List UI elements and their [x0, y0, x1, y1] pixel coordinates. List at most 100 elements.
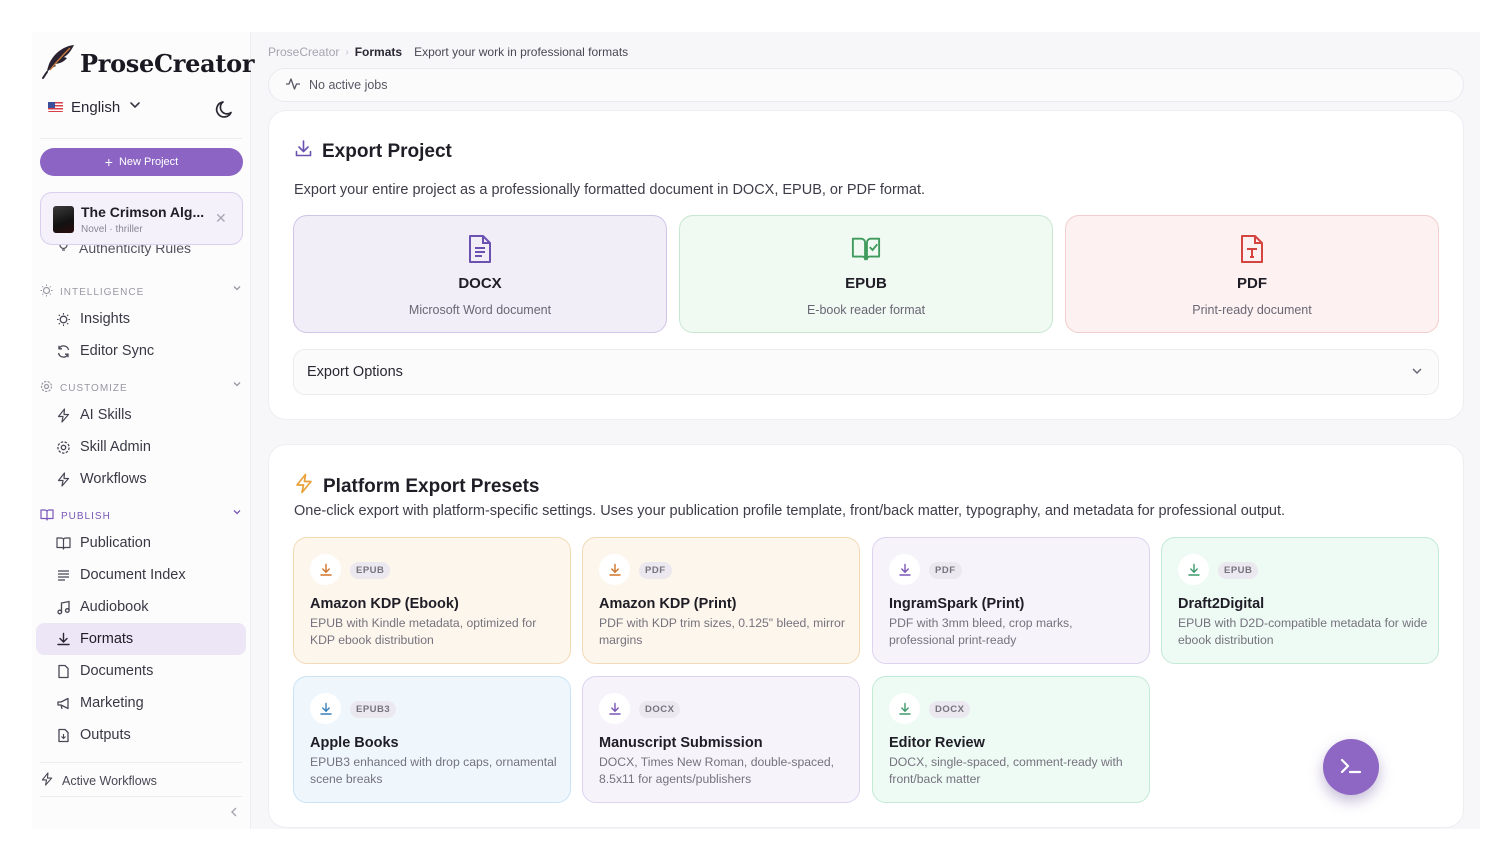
- active-workflows-label: Active Workflows: [62, 773, 157, 788]
- preset-description: EPUB with D2D-compatible metadata for wi…: [1178, 616, 1428, 647]
- collapse-sidebar-icon[interactable]: [229, 805, 239, 821]
- preset-name: Amazon KDP (Print): [599, 596, 737, 612]
- breadcrumb-root[interactable]: ProseCreator: [268, 45, 340, 59]
- sidebar-item-ai-skills[interactable]: AI Skills: [36, 399, 246, 431]
- terminal-fab-button[interactable]: [1323, 739, 1379, 795]
- download-icon[interactable]: [889, 554, 920, 585]
- jobs-status-bar[interactable]: No active jobs: [268, 68, 1464, 102]
- preset-description: PDF with 3mm bleed, crop marks, professi…: [889, 616, 1073, 647]
- sidebar-item-insights[interactable]: Insights: [36, 303, 246, 335]
- download-icon[interactable]: [310, 693, 341, 724]
- platform-presets-title: Platform Export Presets: [323, 475, 540, 497]
- sidebar-item-label: Insights: [80, 311, 130, 327]
- format-description: Print-ready document: [1192, 303, 1312, 317]
- download-icon[interactable]: [599, 554, 630, 585]
- format-badge: DOCX: [929, 701, 971, 718]
- book-open-icon: [40, 508, 54, 524]
- sidebar-item-label: Documents: [80, 663, 154, 679]
- section-customize[interactable]: Customize: [40, 380, 244, 396]
- sidebar-item-outputs[interactable]: Outputs: [36, 719, 246, 751]
- theme-toggle-moon-icon[interactable]: [214, 98, 236, 120]
- active-project-card[interactable]: The Crimson Alg... Novel · thriller ✕: [40, 192, 243, 245]
- sidebar-item-audiobook[interactable]: Audiobook: [36, 591, 246, 623]
- download-icon[interactable]: [599, 693, 630, 724]
- format-epub-button[interactable]: EPUB E-book reader format: [679, 215, 1053, 333]
- export-project-card: Export Project Export your entire projec…: [268, 110, 1464, 420]
- section-publish[interactable]: Publish: [40, 508, 244, 524]
- export-project-heading: Export Project: [294, 139, 452, 164]
- sidebar-item-formats[interactable]: Formats: [36, 623, 246, 655]
- gear-icon: [56, 440, 71, 455]
- divider: [40, 762, 242, 763]
- preset-name: Manuscript Submission: [599, 735, 763, 751]
- sidebar-item-marketing[interactable]: Marketing: [36, 687, 246, 719]
- jobs-status-text: No active jobs: [309, 78, 388, 92]
- format-docx-button[interactable]: DOCX Microsoft Word document: [293, 215, 667, 333]
- active-workflows-button[interactable]: Active Workflows: [40, 772, 157, 789]
- download-icon: [294, 139, 313, 164]
- sidebar-item-label: AI Skills: [80, 407, 132, 423]
- sidebar-item-documents[interactable]: Documents: [36, 655, 246, 687]
- new-project-button[interactable]: + New Project: [40, 148, 243, 176]
- preset-name: Draft2Digital: [1178, 596, 1265, 612]
- app-name: ProseCreator: [80, 49, 255, 78]
- sidebar-item-label: Document Index: [80, 567, 186, 583]
- download-icon[interactable]: [889, 693, 920, 724]
- preset-apple-books[interactable]: EPUB3 Apple Books EPUB3 enhanced with dr…: [293, 676, 571, 803]
- language-select[interactable]: English: [48, 98, 142, 116]
- file-type-icon: [1237, 233, 1267, 265]
- lightbulb-icon: [40, 284, 53, 300]
- book-check-icon: [851, 233, 881, 265]
- sidebar-item-label: Publication: [80, 535, 151, 551]
- preset-name: Apple Books: [310, 735, 399, 751]
- file-text-icon: [465, 233, 495, 265]
- app-logo[interactable]: ProseCreator: [40, 42, 254, 85]
- platform-presets-card: Platform Export Presets One-click export…: [268, 444, 1464, 828]
- app-window: ProseCreator English + New Project The C…: [32, 32, 1480, 829]
- preset-draft2digital[interactable]: EPUB Draft2Digital EPUB with D2D-compati…: [1161, 537, 1439, 664]
- export-project-title: Export Project: [322, 140, 452, 162]
- sidebar-item-label: Audiobook: [80, 599, 149, 615]
- preset-amazon-kdp-ebook[interactable]: EPUB Amazon KDP (Ebook) EPUB with Kindle…: [293, 537, 571, 664]
- zap-icon: [56, 471, 71, 487]
- preset-description: PDF with KDP trim sizes, 0.125" bleed, m…: [599, 616, 845, 647]
- gear-icon: [40, 380, 53, 396]
- zap-icon: [56, 407, 71, 423]
- new-project-label: New Project: [118, 156, 179, 168]
- download-icon[interactable]: [1178, 554, 1209, 585]
- us-flag-icon: [48, 102, 63, 112]
- breadcrumb: ProseCreator › Formats Export your work …: [268, 45, 628, 59]
- sidebar-item-label: Outputs: [80, 727, 131, 743]
- sidebar-item-skill-admin[interactable]: Skill Admin: [36, 431, 246, 463]
- sidebar-item-authenticity-rules[interactable]: Authenticity Rules: [56, 245, 236, 259]
- section-intelligence[interactable]: Intelligence: [40, 284, 244, 300]
- sidebar-item-publication[interactable]: Publication: [36, 527, 246, 559]
- divider: [40, 796, 242, 797]
- preset-amazon-kdp-print[interactable]: PDF Amazon KDP (Print) PDF with KDP trim…: [582, 537, 860, 664]
- sidebar-item-label: Formats: [80, 631, 134, 647]
- preset-ingramspark-print[interactable]: PDF IngramSpark (Print) PDF with 3mm ble…: [872, 537, 1150, 664]
- sidebar-item-workflows[interactable]: Workflows: [36, 463, 246, 495]
- project-title: The Crimson Alg...: [81, 204, 205, 220]
- preset-editor-review[interactable]: DOCX Editor Review DOCX, single-spaced, …: [872, 676, 1150, 803]
- preset-description: EPUB3 enhanced with drop caps, ornamenta…: [310, 755, 557, 786]
- preset-description: DOCX, single-spaced, comment-ready with …: [889, 755, 1123, 786]
- export-project-description: Export your entire project as a professi…: [294, 182, 926, 198]
- export-options-accordion[interactable]: Export Options: [293, 349, 1439, 395]
- book-open-icon: [56, 536, 71, 551]
- download-icon[interactable]: [310, 554, 341, 585]
- platform-presets-description: One-click export with platform-specific …: [294, 503, 1286, 519]
- sidebar: ProseCreator English + New Project The C…: [32, 32, 254, 829]
- download-icon: [56, 632, 71, 647]
- format-pdf-button[interactable]: PDF Print-ready document: [1065, 215, 1439, 333]
- preset-manuscript-submission[interactable]: DOCX Manuscript Submission DOCX, Times N…: [582, 676, 860, 803]
- format-description: Microsoft Word document: [408, 303, 552, 317]
- lightbulb-icon: [56, 312, 71, 327]
- sidebar-item-label: Editor Sync: [80, 343, 155, 359]
- close-project-icon[interactable]: ✕: [215, 210, 227, 226]
- chevron-down-icon: [232, 507, 242, 520]
- sidebar-item-document-index[interactable]: Document Index: [36, 559, 246, 591]
- sidebar-item-editor-sync[interactable]: Editor Sync: [36, 335, 246, 367]
- language-label: English: [71, 98, 121, 116]
- format-name: DOCX: [458, 275, 502, 292]
